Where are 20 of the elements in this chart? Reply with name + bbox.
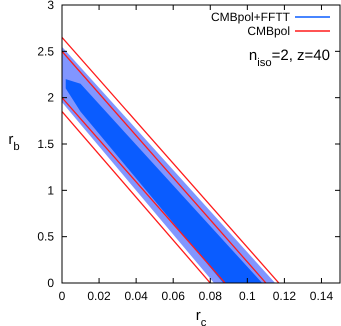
x-tick-label: 0.1	[238, 289, 256, 303]
y-axis-title: r$_{b}$	[8, 131, 20, 153]
y-tick-label: 3	[47, 0, 54, 12]
y-tick-label: 1.5	[37, 137, 54, 151]
x-tick-label: 0.08	[198, 289, 222, 303]
y-tick-label: 1	[47, 183, 54, 198]
y-tick-label: 2	[47, 90, 54, 105]
x-tick-label: 0.04	[124, 289, 148, 303]
annotation: n$_{iso}$=2, z=40	[248, 47, 330, 69]
y-tick-label: 0	[47, 276, 54, 290]
legend-label: CMBpol+FFTT	[210, 10, 291, 24]
x-tick-label: 0.14	[310, 289, 334, 303]
x-tick-label: 0.12	[272, 289, 296, 303]
x-tick-label: 0.06	[162, 289, 186, 303]
x-tick-label: 0.02	[87, 289, 112, 303]
x-tick-label: 0	[58, 289, 66, 303]
y-tick-label: 2.5	[37, 44, 54, 58]
x-axis-title: r$_{c}$	[196, 307, 207, 326]
y-tick-label: 0.5	[37, 230, 54, 244]
legend-label: CMBpol	[247, 24, 290, 38]
